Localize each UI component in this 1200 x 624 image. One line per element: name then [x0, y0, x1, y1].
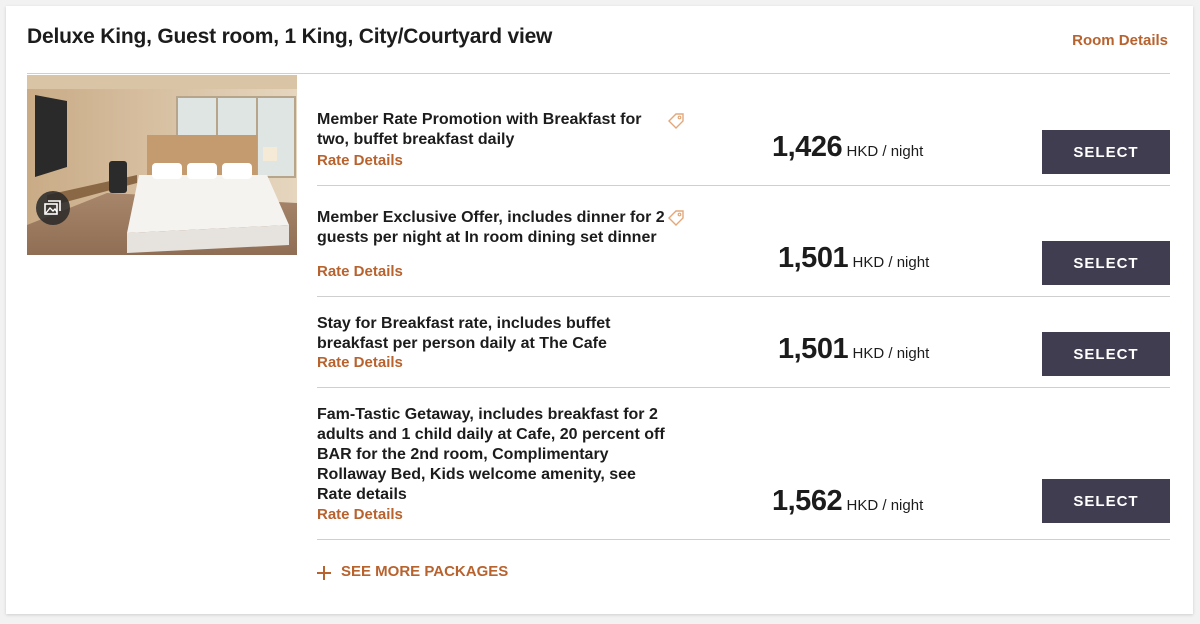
- rate-details-link[interactable]: Rate Details: [317, 152, 403, 169]
- price-unit: HKD / night: [846, 143, 924, 160]
- price-unit: HKD / night: [846, 497, 924, 514]
- see-more-packages-link[interactable]: SEE MORE PACKAGES: [317, 562, 508, 580]
- see-more-label: SEE MORE PACKAGES: [341, 562, 509, 580]
- room-photo-illustration: [27, 75, 297, 255]
- plus-icon: [317, 566, 331, 580]
- price-unit: HKD / night: [852, 254, 930, 271]
- rate-list: Member Rate Promotion with Breakfast for…: [317, 75, 1170, 540]
- rate-row: Member Rate Promotion with Breakfast for…: [317, 75, 1170, 186]
- tag-icon: [668, 210, 684, 226]
- price-amount: 1,501: [778, 242, 849, 274]
- gallery-icon-glyph: [44, 200, 61, 215]
- rate-details-link[interactable]: Rate Details: [317, 263, 403, 280]
- select-button[interactable]: SELECT: [1042, 130, 1170, 174]
- select-button[interactable]: SELECT: [1042, 332, 1170, 376]
- price-unit: HKD / night: [852, 345, 930, 362]
- header-divider: [27, 73, 1170, 74]
- price-amount: 1,501: [778, 333, 849, 365]
- rate-row: Stay for Breakfast rate, includes buffet…: [317, 297, 1170, 388]
- room-details-link[interactable]: Room Details: [1072, 32, 1168, 49]
- select-button[interactable]: SELECT: [1042, 241, 1170, 285]
- rate-name: Fam-Tastic Getaway, includes breakfast f…: [317, 406, 665, 503]
- room-title: Deluxe King, Guest room, 1 King, City/Co…: [27, 25, 553, 48]
- price-amount: 1,562: [772, 485, 843, 517]
- price: 1,426 HKD / night: [772, 131, 923, 164]
- price: 1,501 HKD / night: [778, 242, 929, 275]
- rate-row: Member Exclusive Offer, includes dinner …: [317, 186, 1170, 297]
- room-card: Deluxe King, Guest room, 1 King, City/Co…: [6, 6, 1193, 614]
- price: 1,562 HKD / night: [772, 485, 923, 518]
- rate-details-link[interactable]: Rate Details: [317, 354, 403, 371]
- tag-icon: [668, 113, 684, 129]
- rate-details-link[interactable]: Rate Details: [317, 506, 403, 523]
- rate-name: Member Exclusive Offer, includes dinner …: [317, 209, 665, 246]
- rate-name: Member Rate Promotion with Breakfast for…: [317, 111, 642, 148]
- room-photo[interactable]: [27, 75, 297, 255]
- price-amount: 1,426: [772, 131, 843, 163]
- gallery-icon[interactable]: [36, 191, 70, 225]
- rate-row: Fam-Tastic Getaway, includes breakfast f…: [317, 388, 1170, 540]
- price: 1,501 HKD / night: [778, 333, 929, 366]
- select-button[interactable]: SELECT: [1042, 479, 1170, 523]
- rate-name: Stay for Breakfast rate, includes buffet…: [317, 315, 611, 352]
